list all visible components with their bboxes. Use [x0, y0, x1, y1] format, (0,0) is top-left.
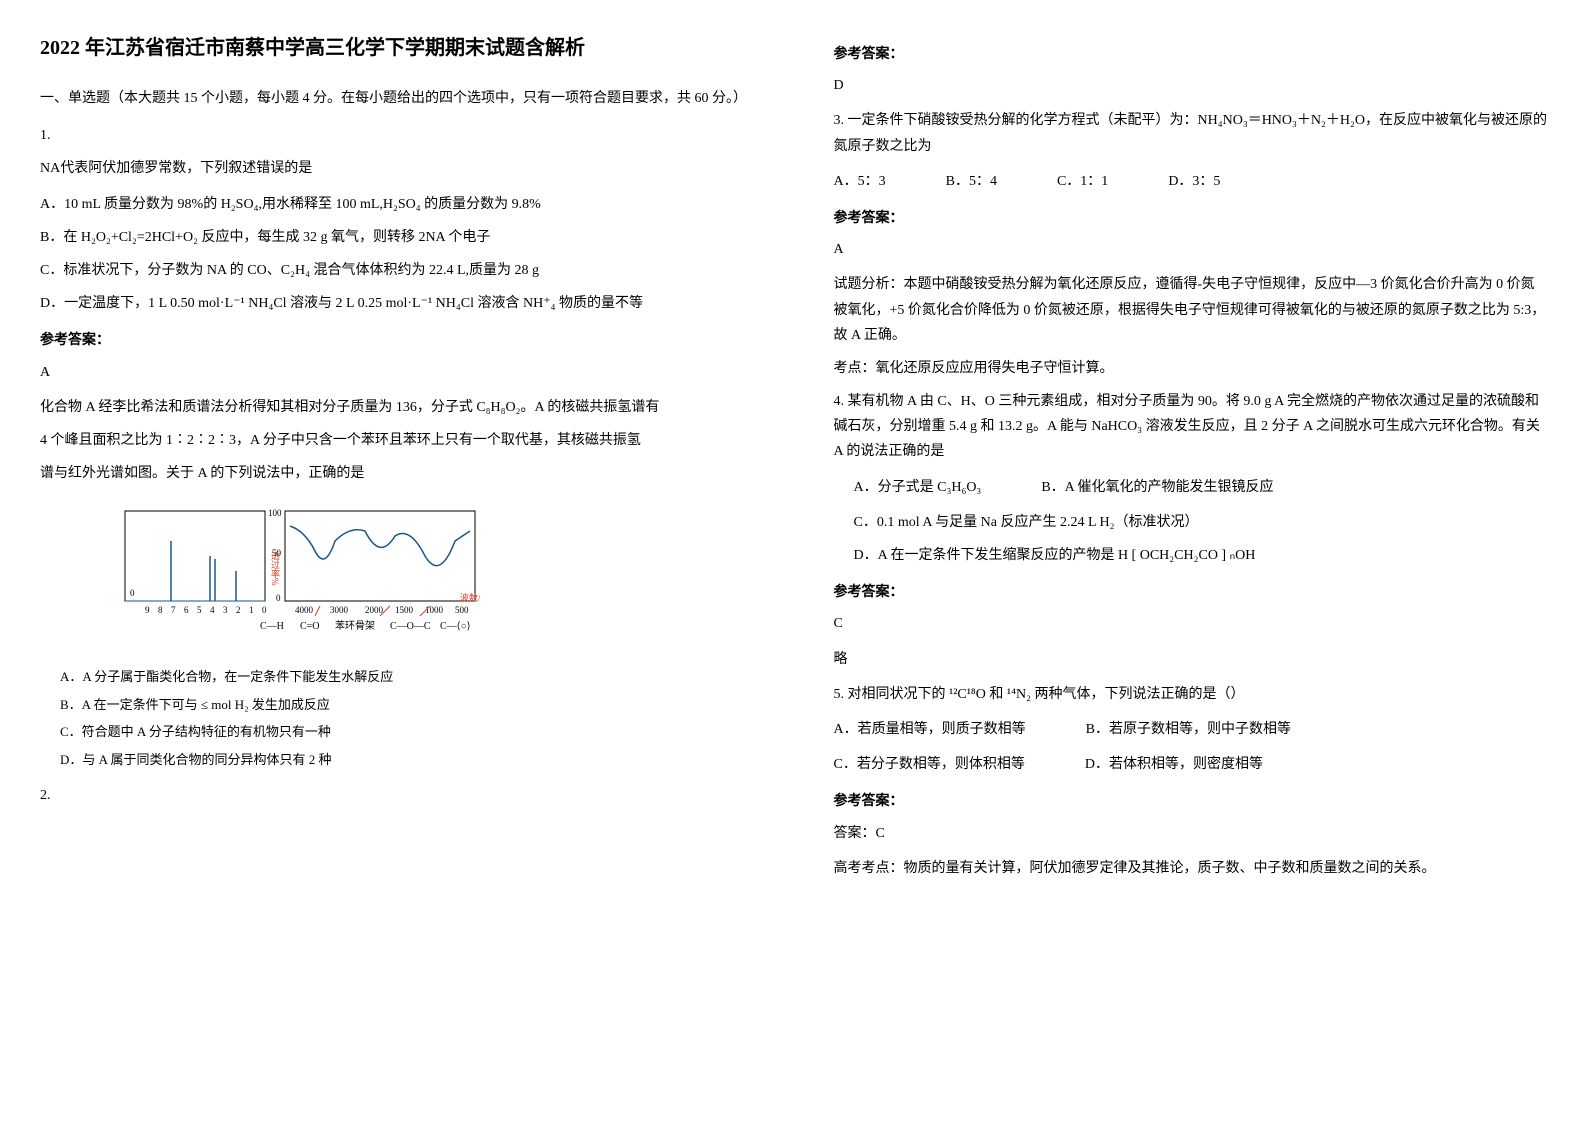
q3-options-row: A．5：3 B．5：4 C．1：1 D．3：5 [834, 169, 1548, 194]
q2-sub-b: B．A 在一定条件下可与 ≤ mol H₂ 发生加成反应 [60, 693, 754, 716]
q1-option-d: D．一定温度下，1 L 0.50 mol·L⁻¹ NH₄Cl 溶液与 2 L 0… [40, 291, 754, 316]
q5-option-c: C．若分子数相等，则体积相等 [834, 752, 1025, 777]
svg-text:苯环骨架: 苯环骨架 [335, 619, 375, 632]
q3-answer-label: 参考答案： [834, 206, 1548, 231]
q5-option-a: A．若质量相等，则质子数相等 [834, 717, 1026, 742]
svg-text:3: 3 [223, 605, 228, 615]
q5-row2: C．若分子数相等，则体积相等 D．若体积相等，则密度相等 [834, 752, 1548, 777]
svg-text:0: 0 [262, 605, 267, 615]
q3-option-b: B．5：4 [946, 169, 997, 194]
svg-text:100: 100 [268, 508, 282, 518]
q2-sub-options: A．A 分子属于酯类化合物，在一定条件下能发生水解反应 B．A 在一定条件下可与… [60, 665, 754, 771]
q4-options: A．分子式是 C₃H₆O₃ B．A 催化氧化的产物能发生银镜反应 C．0.1 m… [854, 475, 1548, 569]
q3-option-c: C．1：1 [1057, 169, 1108, 194]
svg-text:2000: 2000 [365, 605, 384, 615]
svg-text:0: 0 [130, 588, 135, 598]
svg-text:C—⟨○⟩: C—⟨○⟩ [440, 621, 471, 632]
q2-number: 2. [40, 783, 754, 808]
q4-option-c: C．0.1 mol A 与足量 Na 反应产生 2.24 L H₂（标准状况） [854, 510, 1548, 535]
svg-text:0: 0 [276, 593, 281, 603]
q4-option-b: B．A 催化氧化的产物能发生银镜反应 [1041, 475, 1273, 500]
svg-text:4000: 4000 [295, 605, 314, 615]
q3-analysis-2: 考点：氧化还原反应应用得失电子守恒计算。 [834, 356, 1548, 381]
q3-option-d: D．3：5 [1168, 169, 1220, 194]
svg-text:6: 6 [184, 605, 189, 615]
q4-option-d: D．A 在一定条件下发生缩聚反应的产物是 H [ OCH₂CH₂CO ] ₙOH [854, 543, 1548, 568]
q1-option-a: A．10 mL 质量分数为 98%的 H₂SO₄,用水稀释至 100 mL,H₂… [40, 192, 754, 217]
q2-intro-2: 4 个峰且面积之比为 1∶2∶2∶3，A 分子中只含一个苯环且苯环上只有一个取代… [40, 428, 754, 453]
page-title: 2022 年江苏省宿迁市南蔡中学高三化学下学期期末试题含解析 [40, 30, 754, 66]
q2-sub-a: A．A 分子属于酯类化合物，在一定条件下能发生水解反应 [60, 665, 754, 688]
q4-text: 4. 某有机物 A 由 C、H、O 三种元素组成，相对分子质量为 90。将 9.… [834, 389, 1548, 465]
svg-text:C—O—C: C—O—C [390, 621, 431, 632]
svg-text:8: 8 [158, 605, 163, 615]
q5-answer-label: 参考答案： [834, 789, 1548, 814]
svg-text:1: 1 [249, 605, 254, 615]
q4-answer: C [834, 611, 1548, 636]
q5-option-b: B．若原子数相等，则中子数相等 [1086, 717, 1291, 742]
section-header: 一、单选题（本大题共 15 个小题，每小题 4 分。在每小题给出的四个选项中，只… [40, 86, 754, 111]
q2-answer-label: 参考答案： [834, 42, 1548, 67]
q4-option-a: A．分子式是 C₃H₆O₃ [854, 475, 982, 500]
q2-sub-d: D．与 A 属于同类化合物的同分异构体只有 2 种 [60, 748, 754, 771]
q5-text: 5. 对相同状况下的 ¹²C¹⁸O 和 ¹⁴N₂ 两种气体，下列说法正确的是（） [834, 682, 1548, 707]
q4-answer-label: 参考答案： [834, 580, 1548, 605]
right-column: 参考答案： D 3. 一定条件下硝酸铵受热分解的化学方程式（未配平）为：NH₄N… [794, 0, 1587, 1122]
spectrum-chart: 0 9 8 7 6 5 4 3 2 1 0 100 50 0 透过率% [120, 501, 480, 650]
svg-text:1500: 1500 [395, 605, 414, 615]
q2-intro-3: 谱与红外光谱如图。关于 A 的下列说法中，正确的是 [40, 461, 754, 486]
q2-intro-1: 化合物 A 经李比希法和质谱法分析得知其相对分子质量为 136，分子式 C₈H₈… [40, 395, 754, 420]
spectrum-svg: 0 9 8 7 6 5 4 3 2 1 0 100 50 0 透过率% [120, 501, 480, 641]
svg-text:波数/cm⁻¹: 波数/cm⁻¹ [460, 592, 480, 603]
svg-text:5: 5 [197, 605, 202, 615]
q1-option-b: B．在 H₂O₂+Cl₂=2HCl+O₂ 反应中，每生成 32 g 氧气，则转移… [40, 225, 754, 250]
q1-option-c: C．标准状况下，分子数为 NA 的 CO、C₂H₄ 混合气体体积约为 22.4 … [40, 258, 754, 283]
left-column: 2022 年江苏省宿迁市南蔡中学高三化学下学期期末试题含解析 一、单选题（本大题… [0, 0, 794, 1122]
svg-text:7: 7 [171, 605, 176, 615]
q1-number: 1. [40, 123, 754, 148]
q3-analysis-1: 试题分析：本题中硝酸铵受热分解为氧化还原反应，遵循得-失电子守恒规律，反应中—3… [834, 272, 1548, 348]
svg-text:2: 2 [236, 605, 241, 615]
svg-text:透过率%: 透过率% [270, 551, 280, 586]
q1-answer-label: 参考答案： [40, 328, 754, 353]
q5-answer: 答案：C [834, 821, 1548, 846]
svg-text:C—H: C—H [260, 621, 284, 632]
q3-answer: A [834, 237, 1548, 262]
q3-option-a: A．5：3 [834, 169, 886, 194]
q1-answer: A [40, 360, 754, 385]
svg-text:9: 9 [145, 605, 150, 615]
svg-text:C=O: C=O [300, 621, 320, 632]
q5-row1: A．若质量相等，则质子数相等 B．若原子数相等，则中子数相等 [834, 717, 1548, 742]
q3-text: 3. 一定条件下硝酸铵受热分解的化学方程式（未配平）为：NH₄NO₃＝HNO₃＋… [834, 108, 1548, 158]
svg-text:500: 500 [455, 605, 469, 615]
q2-answer: D [834, 73, 1548, 98]
svg-text:3000: 3000 [330, 605, 349, 615]
q2-sub-c: C．符合题中 A 分子结构特征的有机物只有一种 [60, 720, 754, 743]
q5-option-d: D．若体积相等，则密度相等 [1085, 752, 1263, 777]
q4-note: 略 [834, 647, 1548, 672]
svg-text:1000: 1000 [425, 605, 444, 615]
q5-analysis: 高考考点：物质的量有关计算，阿伏加德罗定律及其推论，质子数、中子数和质量数之间的… [834, 856, 1548, 881]
svg-text:4: 4 [210, 605, 215, 615]
q1-text: NA代表阿伏加德罗常数，下列叙述错误的是 [40, 156, 754, 181]
